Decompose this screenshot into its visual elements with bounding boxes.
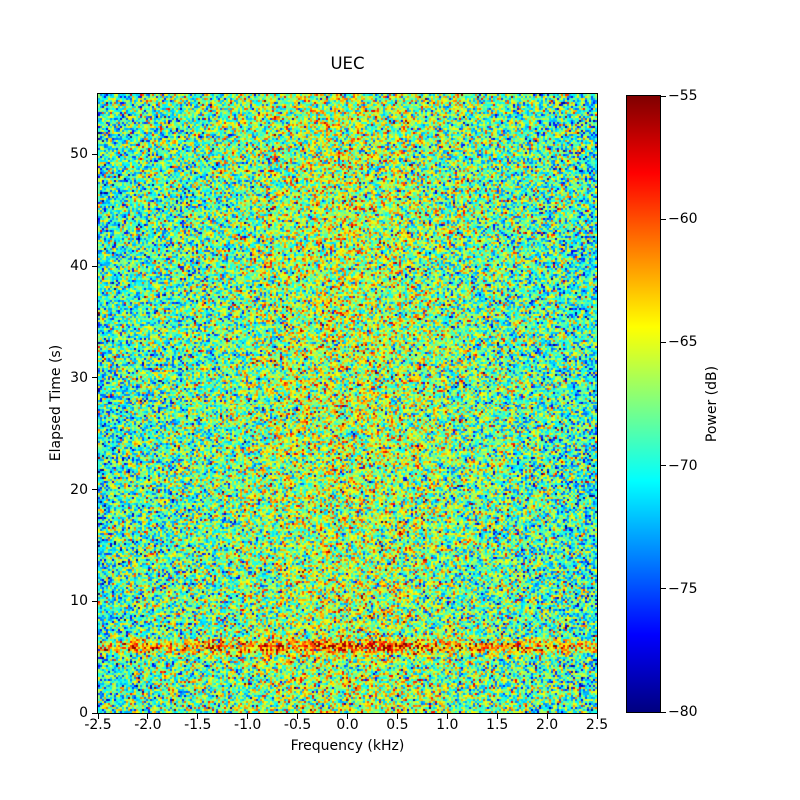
x-tick-label: -2.0 xyxy=(134,717,162,733)
x-tick-mark xyxy=(596,714,598,719)
y-tick-label: 20 xyxy=(70,481,88,498)
colorbar-tick-label: −60 xyxy=(668,211,698,228)
x-tick-mark xyxy=(97,714,99,719)
colorbar xyxy=(626,95,661,713)
y-tick-mark xyxy=(92,489,97,491)
y-tick-label: 30 xyxy=(70,369,88,386)
y-tick-label: 0 xyxy=(79,705,88,721)
y-axis-label: Elapsed Time (s) xyxy=(48,344,64,462)
x-tick-mark xyxy=(446,714,448,719)
y-tick-mark xyxy=(92,265,97,267)
x-tick-label: 2.5 xyxy=(585,717,609,733)
colorbar-tick-mark xyxy=(661,465,666,467)
colorbar-tick-mark xyxy=(661,218,666,220)
x-tick-label: 1.5 xyxy=(486,717,509,733)
x-tick-mark xyxy=(396,714,398,719)
y-tick-mark xyxy=(92,377,97,379)
colorbar-label: Power (dB) xyxy=(704,365,720,443)
y-tick-mark xyxy=(92,153,97,155)
x-tick-mark xyxy=(197,714,199,719)
colorbar-tick-mark xyxy=(661,95,666,97)
colorbar-tick-mark xyxy=(661,588,666,590)
x-tick-label: 0.5 xyxy=(386,717,409,733)
colorbar-tick-label: −55 xyxy=(668,88,698,104)
y-tick-mark xyxy=(92,600,97,602)
x-tick-mark xyxy=(247,714,249,719)
spectrogram-heatmap xyxy=(98,94,597,713)
x-tick-label: -1.0 xyxy=(234,717,262,733)
y-tick-label: 10 xyxy=(70,593,88,610)
colorbar-tick-mark xyxy=(661,341,666,343)
x-tick-mark xyxy=(147,714,149,719)
colorbar-tick-label: −70 xyxy=(668,457,698,474)
x-tick-label: -1.5 xyxy=(184,717,212,733)
x-axis-label: Frequency (kHz) xyxy=(290,738,405,754)
y-tick-mark xyxy=(92,712,97,714)
x-tick-mark xyxy=(546,714,548,719)
plot-title: UEC xyxy=(330,54,365,73)
x-tick-mark xyxy=(496,714,498,719)
x-tick-label: 2.0 xyxy=(535,717,559,733)
x-tick-mark xyxy=(297,714,299,719)
x-tick-label: 0.0 xyxy=(336,717,359,733)
y-tick-label: 50 xyxy=(70,146,88,163)
plot-frame xyxy=(97,93,598,714)
colorbar-tick-label: −80 xyxy=(668,704,698,720)
x-tick-mark xyxy=(347,714,348,719)
colorbar-tick-label: −65 xyxy=(668,334,698,351)
x-tick-label: -0.5 xyxy=(283,717,312,733)
colorbar-tick-label: −75 xyxy=(668,580,698,597)
y-tick-label: 40 xyxy=(70,258,88,275)
x-tick-label: 1.0 xyxy=(436,717,459,733)
colorbar-tick-mark xyxy=(661,711,666,713)
x-tick-label: -2.5 xyxy=(84,717,112,733)
